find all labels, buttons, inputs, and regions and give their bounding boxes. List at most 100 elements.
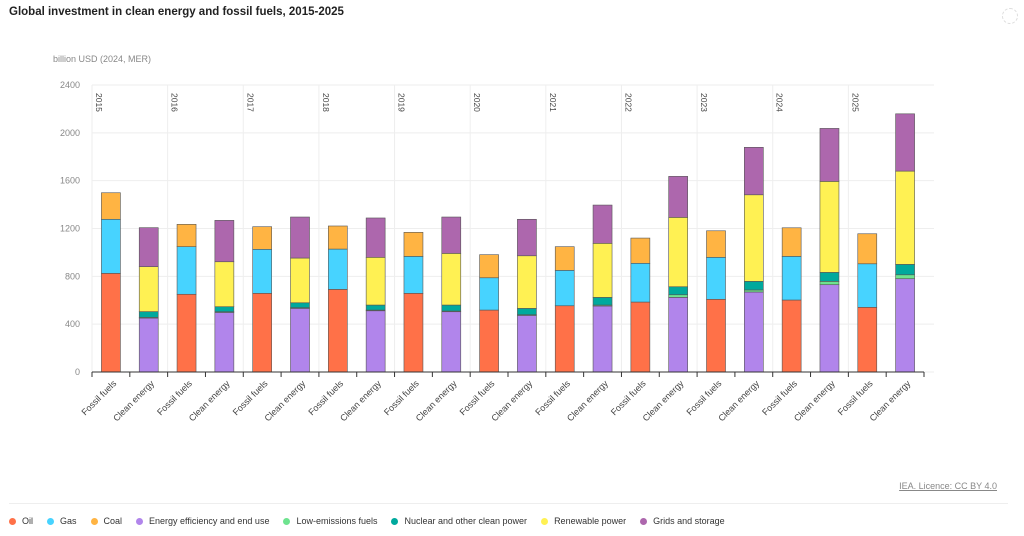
x-tick-label: Clean energy bbox=[792, 378, 837, 423]
bar-segment-low-emissions-fuels bbox=[895, 274, 915, 280]
x-tick-label: Fossil fuels bbox=[382, 378, 421, 417]
legend-item[interactable]: Coal bbox=[90, 516, 123, 526]
x-tick-label: Fossil fuels bbox=[231, 378, 270, 417]
legend-label: Renewable power bbox=[554, 516, 627, 526]
bar-segment-renewable-power bbox=[214, 261, 235, 308]
bar-segment-energy-efficiency-and-end-use bbox=[819, 284, 840, 373]
bar-segment-oil bbox=[101, 273, 121, 373]
bar-segment-coal bbox=[252, 226, 272, 250]
legend: Oil Gas Coal Energy efficiency and end use L… bbox=[9, 516, 725, 526]
bar-segment-energy-efficiency-and-end-use bbox=[668, 297, 688, 373]
legend-item[interactable]: Nuclear and other clean power bbox=[391, 516, 527, 526]
bar-segment-gas bbox=[479, 277, 499, 311]
x-tick-label: Fossil fuels bbox=[79, 378, 118, 417]
legend-item[interactable]: Gas bbox=[47, 516, 77, 526]
legend-label: Grids and storage bbox=[653, 516, 725, 526]
bar-segment-coal bbox=[176, 224, 197, 247]
bar-segment-energy-efficiency-and-end-use bbox=[517, 315, 537, 373]
x-tick-label: Clean energy bbox=[489, 378, 534, 423]
legend-item[interactable]: Low-emissions fuels bbox=[283, 516, 377, 526]
bar-segment-renewable-power bbox=[365, 257, 386, 306]
legend-dot-icon bbox=[391, 517, 399, 525]
y-axis-label: billion USD (2024, MER) bbox=[53, 54, 152, 64]
legend-label: Low-emissions fuels bbox=[296, 516, 378, 526]
year-label: 2022 bbox=[623, 93, 633, 112]
y-tick-label: 2400 bbox=[60, 80, 80, 90]
bar-segment-nuclear-and-other-clean-power bbox=[214, 306, 235, 313]
legend-label: Coal bbox=[103, 516, 123, 526]
x-tick-label: Fossil fuels bbox=[155, 378, 194, 417]
bar-segment-renewable-power bbox=[668, 217, 688, 288]
legend-item[interactable]: Grids and storage bbox=[640, 516, 725, 526]
bar-segment-coal bbox=[479, 254, 499, 279]
year-label: 2016 bbox=[170, 93, 180, 112]
bar-segment-gas bbox=[176, 246, 197, 295]
bar-segment-grids-and-storage bbox=[895, 113, 915, 172]
bar-segment-nuclear-and-other-clean-power bbox=[819, 272, 840, 282]
x-tick-label: Fossil fuels bbox=[609, 378, 648, 417]
bar-segment-renewable-power bbox=[592, 243, 613, 298]
bar-segment-nuclear-and-other-clean-power bbox=[365, 304, 386, 311]
bar-segment-gas bbox=[630, 262, 651, 303]
legend-dot-icon bbox=[283, 517, 291, 525]
bar-segment-low-emissions-fuels bbox=[668, 294, 688, 298]
x-tick-label: Fossil fuels bbox=[458, 378, 497, 417]
bar-segment-nuclear-and-other-clean-power bbox=[290, 302, 310, 308]
x-tick-label: Clean energy bbox=[262, 378, 307, 423]
bar-segment-renewable-power bbox=[517, 255, 537, 309]
year-label: 2025 bbox=[850, 93, 860, 112]
x-tick-label: Fossil fuels bbox=[533, 378, 572, 417]
menu-icon[interactable] bbox=[1002, 8, 1018, 24]
legend-item[interactable]: Renewable power bbox=[541, 516, 626, 526]
bar-segment-energy-efficiency-and-end-use bbox=[744, 291, 764, 373]
bar-segment-gas bbox=[554, 270, 575, 307]
bar-segment-grids-and-storage bbox=[138, 227, 159, 267]
bar-segment-oil bbox=[479, 309, 499, 373]
bar-segment-grids-and-storage bbox=[517, 218, 537, 257]
bar-segment-nuclear-and-other-clean-power bbox=[744, 281, 764, 291]
legend-dot-icon bbox=[640, 517, 648, 525]
bar-segment-grids-and-storage bbox=[214, 220, 235, 263]
bar-segment-energy-efficiency-and-end-use bbox=[290, 308, 310, 373]
legend-dot-icon bbox=[9, 517, 16, 525]
bar-segment-gas bbox=[328, 248, 348, 290]
bar-segment-gas bbox=[101, 218, 121, 274]
bar-segment-gas bbox=[403, 256, 424, 294]
legend-label: Gas bbox=[60, 516, 77, 526]
legend-label: Nuclear and other clean power bbox=[404, 516, 528, 526]
bar-segment-coal bbox=[328, 225, 348, 250]
bar-segment-renewable-power bbox=[290, 257, 310, 304]
legend-dot-icon bbox=[47, 517, 54, 525]
bar-segment-renewable-power bbox=[441, 253, 462, 306]
bar-segment-oil bbox=[176, 293, 197, 373]
licence-link[interactable]: IEA. Licence: CC BY 4.0 bbox=[899, 481, 997, 491]
legend-item[interactable]: Energy efficiency and end use bbox=[136, 516, 269, 526]
bar-segment-grids-and-storage bbox=[819, 128, 840, 182]
bar-segment-nuclear-and-other-clean-power bbox=[517, 308, 537, 316]
legend-item[interactable]: Oil bbox=[9, 516, 33, 526]
bar-segment-grids-and-storage bbox=[290, 216, 310, 259]
bar-segment-gas bbox=[706, 257, 726, 300]
x-tick-label: Fossil fuels bbox=[760, 378, 799, 417]
bar-segment-energy-efficiency-and-end-use bbox=[214, 312, 235, 373]
bar-segment-grids-and-storage bbox=[668, 176, 688, 218]
bar-segment-energy-efficiency-and-end-use bbox=[365, 310, 386, 373]
bar-segment-energy-efficiency-and-end-use bbox=[138, 317, 159, 373]
x-tick-label: Fossil fuels bbox=[306, 378, 345, 417]
bar-segment-renewable-power bbox=[138, 266, 159, 312]
bar-segment-grids-and-storage bbox=[592, 204, 613, 244]
bar-segment-nuclear-and-other-clean-power bbox=[441, 304, 462, 312]
bar-segment-renewable-power bbox=[744, 194, 764, 282]
bar-segment-gas bbox=[252, 249, 272, 294]
legend-dot-icon bbox=[136, 517, 144, 525]
y-tick-label: 1200 bbox=[60, 224, 80, 234]
bar-segment-coal bbox=[101, 192, 121, 220]
year-label: 2023 bbox=[699, 93, 709, 112]
bar-segment-energy-efficiency-and-end-use bbox=[592, 305, 613, 373]
legend-dot-icon bbox=[90, 517, 98, 525]
bar-segment-energy-efficiency-and-end-use bbox=[895, 278, 915, 373]
x-tick-label: Clean energy bbox=[641, 378, 686, 423]
bar-segment-gas bbox=[857, 263, 878, 308]
year-label: 2024 bbox=[775, 93, 785, 112]
